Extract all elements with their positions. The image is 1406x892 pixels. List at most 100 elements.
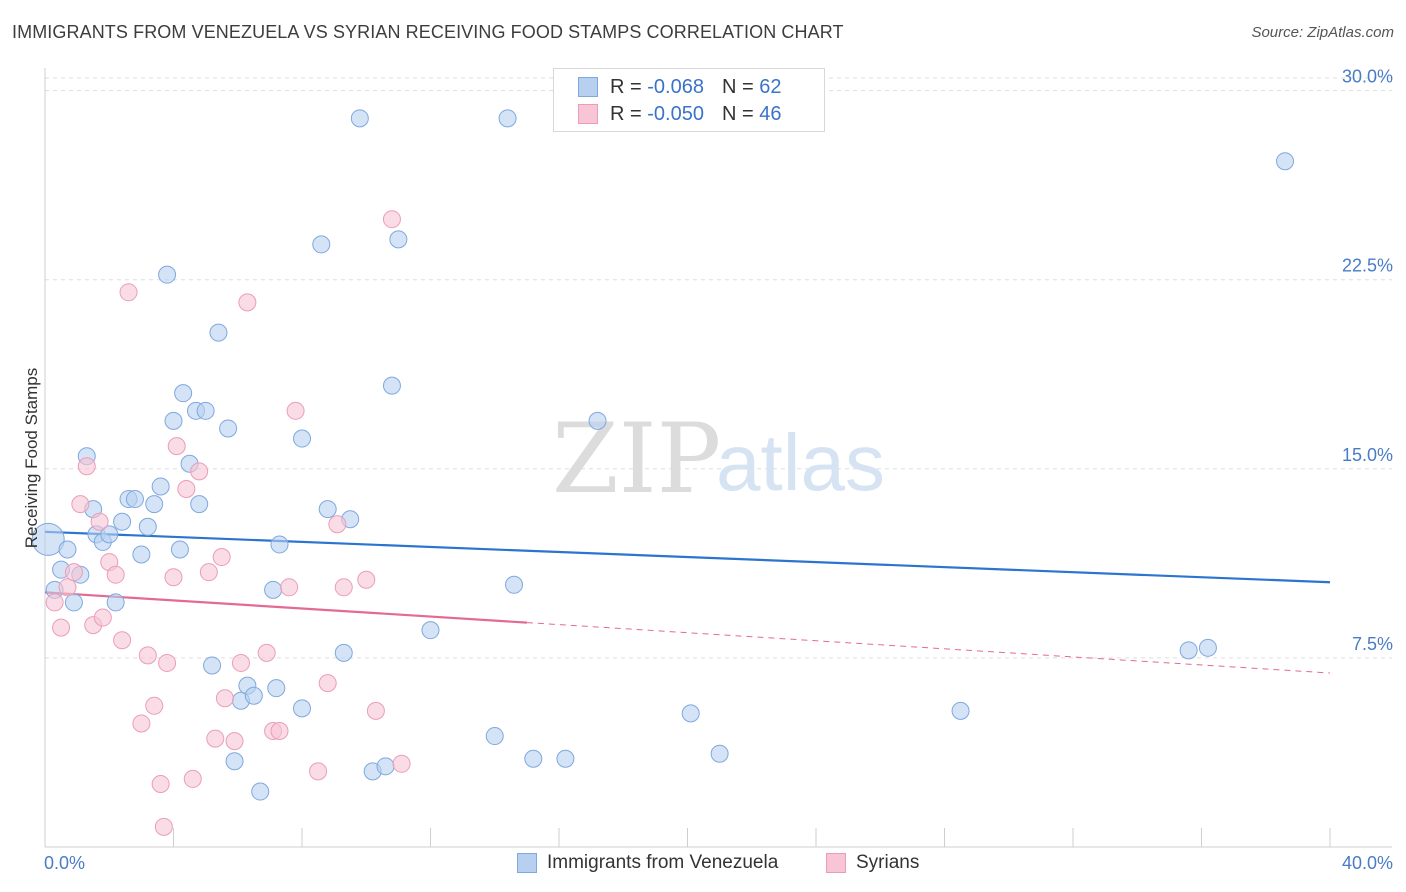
- syrian-point: [257, 643, 276, 662]
- syrian-point: [145, 696, 164, 715]
- n-value: 46: [759, 102, 782, 125]
- syrian-point: [167, 437, 186, 456]
- syrian-point: [93, 608, 112, 627]
- trend-layer: [44, 530, 1331, 674]
- syrian-point: [357, 570, 376, 589]
- y-tick-label: 7.5%: [1352, 634, 1393, 654]
- venezuela-point: [225, 752, 244, 771]
- syrian-point: [106, 565, 125, 584]
- venezuela-point: [389, 230, 408, 249]
- venezuela-point: [113, 512, 132, 531]
- n-value: 62: [759, 75, 782, 98]
- venezuela-point: [556, 749, 575, 768]
- venezuela-point: [267, 679, 286, 698]
- venezuela-point: [334, 643, 353, 662]
- syrian-point: [151, 774, 170, 793]
- venezuela-point: [1276, 152, 1295, 171]
- pink-swatch: [826, 853, 846, 873]
- watermark-atlas: atlas: [716, 418, 885, 507]
- venezuela-point: [164, 411, 183, 430]
- venezuela-point: [251, 782, 270, 801]
- blue-swatch: [517, 853, 537, 873]
- chart-title: IMMIGRANTS FROM VENEZUELA VS SYRIAN RECE…: [12, 22, 844, 42]
- venezuela-point: [100, 525, 119, 544]
- blue-swatch: [578, 77, 598, 97]
- venezuela-point: [174, 384, 193, 403]
- venezuela-point: [138, 517, 157, 536]
- venezuela-point: [498, 109, 517, 128]
- venezuela-point: [219, 419, 238, 438]
- source-credit: Source: ZipAtlas.com: [1251, 24, 1394, 41]
- syrian-point: [52, 618, 71, 637]
- syrian-point: [164, 568, 183, 587]
- venezuela-point: [145, 495, 164, 514]
- x-tick-label: 40.0%: [1342, 853, 1393, 873]
- venezuela-point: [1179, 641, 1198, 660]
- stats-legend-row-syrians: R = -0.050 N = 46: [578, 102, 781, 126]
- venezuela-point: [1198, 638, 1217, 657]
- venezuela-point: [209, 323, 228, 342]
- syrian-point: [119, 283, 138, 302]
- syrian-point: [177, 479, 196, 498]
- venezuela-point: [31, 522, 65, 556]
- venezuela-point: [64, 593, 83, 612]
- grid-layer: [45, 77, 1392, 659]
- syrian-point: [382, 210, 401, 229]
- venezuela-point: [681, 704, 700, 723]
- trend-line-syrians: [44, 591, 527, 624]
- venezuela-point: [203, 656, 222, 675]
- syrian-point: [318, 674, 337, 693]
- syrian-point: [280, 578, 299, 597]
- r-label: R =: [610, 75, 642, 98]
- syrian-point: [64, 563, 83, 582]
- syrian-point: [309, 762, 328, 781]
- venezuela-point: [293, 699, 311, 718]
- syrian-point: [154, 817, 173, 836]
- trend-line-venezuela: [44, 530, 1331, 584]
- syrian-point: [212, 548, 231, 567]
- legend-item-syrians[interactable]: Syrians: [826, 852, 919, 874]
- legend-label: Immigrants from Venezuela: [547, 852, 779, 873]
- axis-layer: 7.5% 15.0% 22.5% 30.0% 0.0% 40.0%: [44, 67, 1393, 873]
- venezuela-point: [244, 686, 263, 705]
- venezuela-point: [505, 575, 524, 594]
- venezuela-point: [151, 477, 170, 496]
- syrian-point: [77, 457, 96, 476]
- syrian-point: [225, 732, 244, 751]
- venezuela-point: [170, 540, 189, 559]
- legend-item-venezuela[interactable]: Immigrants from Venezuela: [517, 852, 778, 874]
- legend-label: Syrians: [856, 852, 920, 873]
- syrian-point: [206, 729, 225, 748]
- venezuela-point: [588, 411, 607, 430]
- venezuela-point: [485, 727, 504, 746]
- syrian-point: [132, 714, 151, 733]
- venezuela-point: [132, 545, 151, 564]
- venezuela-point: [421, 621, 440, 640]
- watermark-zip: ZIP: [552, 403, 721, 515]
- y-tick-label: 30.0%: [1342, 67, 1393, 87]
- venezuela-point: [312, 235, 331, 254]
- venezuela-point: [190, 495, 209, 514]
- venezuela-point: [524, 749, 543, 768]
- syrian-point: [334, 578, 353, 597]
- n-label: N =: [721, 102, 754, 125]
- syrian-point: [199, 563, 218, 582]
- venezuela-point: [382, 376, 401, 395]
- venezuela-point: [158, 265, 177, 284]
- n-label: N =: [721, 75, 754, 98]
- stats-legend: R = -0.068 N = 62 R = -0.050 N = 46: [553, 68, 825, 132]
- syrian-point: [270, 722, 289, 741]
- stats-legend-row-venezuela: R = -0.068 N = 62: [578, 75, 781, 99]
- syrian-point: [328, 515, 347, 534]
- trend-line-syrians-extension: [526, 622, 1331, 674]
- syrian-point: [392, 754, 411, 773]
- r-value: -0.068: [647, 75, 704, 98]
- venezuela-point: [710, 744, 729, 763]
- pink-swatch: [578, 104, 598, 124]
- syrian-point: [215, 689, 234, 708]
- syrian-point: [138, 646, 157, 665]
- venezuela-point: [270, 535, 289, 554]
- venezuela-point: [376, 757, 395, 776]
- syrian-point: [90, 512, 109, 531]
